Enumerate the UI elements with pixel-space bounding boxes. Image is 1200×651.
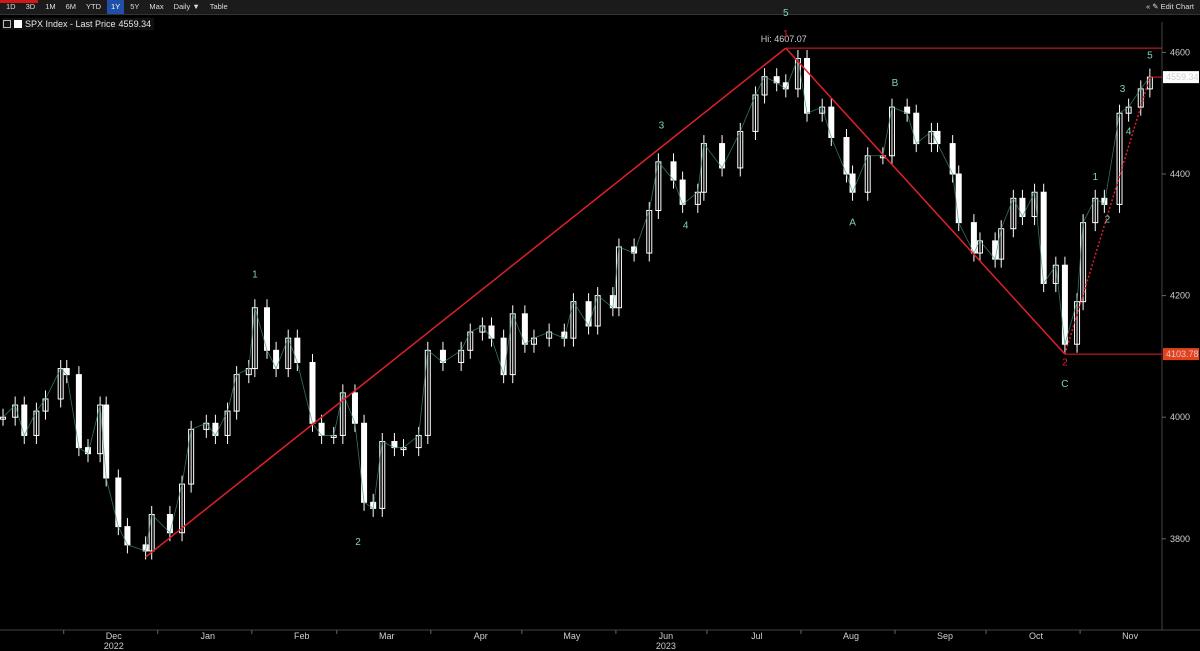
price-line bbox=[2, 57, 1151, 552]
x-tick-label: Jun bbox=[659, 631, 674, 641]
wave-label: C bbox=[1061, 379, 1068, 390]
wave-label: B bbox=[892, 78, 899, 89]
candle-body bbox=[309, 361, 316, 424]
y-tick-label: 4400 bbox=[1170, 169, 1190, 179]
candle-body bbox=[585, 301, 592, 327]
x-tick-label: Oct bbox=[1029, 631, 1044, 641]
x-tick-label: Sep bbox=[937, 631, 953, 641]
wave-label: 4 bbox=[1126, 126, 1132, 137]
legend-value: 4559.34 bbox=[118, 19, 152, 29]
range-button-1d[interactable]: 1D bbox=[6, 2, 16, 11]
wave-label: 1 bbox=[783, 29, 789, 40]
trend-line-support bbox=[145, 47, 787, 558]
x-tick-label: May bbox=[563, 631, 581, 641]
wave-label: 3 bbox=[1120, 84, 1126, 95]
y-tick-label: 3800 bbox=[1170, 534, 1190, 544]
wave-label: 1 bbox=[252, 269, 258, 280]
x-tick-year: 2023 bbox=[656, 641, 676, 651]
toolbar: 1D 3D 1M 6M YTD 1Y 5Y Max Daily ▼ Table « ✎ Edit … bbox=[0, 0, 1200, 15]
candle-body bbox=[843, 137, 850, 175]
y-tick-label: 4000 bbox=[1170, 412, 1190, 422]
candle-body bbox=[849, 173, 856, 193]
wave-label: 1 bbox=[1092, 172, 1098, 183]
x-tick-label: Feb bbox=[294, 631, 310, 641]
price-tag-label: 4103.78 bbox=[1166, 349, 1199, 359]
wave-label: 2 bbox=[1105, 215, 1111, 226]
range-button-ytd[interactable]: YTD bbox=[86, 2, 102, 11]
range-button-3d[interactable]: 3D bbox=[25, 2, 36, 11]
high-label: Hi: 4607.07 bbox=[761, 34, 807, 44]
range-buttons: 1D 3D 1M 6M YTD 1Y 5Y Max Daily ▼ Table bbox=[2, 0, 232, 14]
interval-dropdown[interactable]: Daily ▼ bbox=[173, 2, 200, 11]
legend-swatch bbox=[14, 20, 22, 28]
range-button-1y[interactable]: 1Y bbox=[107, 0, 125, 14]
legend-label: SPX Index - Last Price bbox=[25, 19, 116, 29]
brand-accent-bar bbox=[0, 0, 38, 3]
price-tag bbox=[1163, 71, 1199, 84]
table-button[interactable]: Table bbox=[209, 2, 228, 11]
candle-body bbox=[166, 513, 173, 534]
x-tick-label: Nov bbox=[1122, 631, 1139, 641]
candle-body bbox=[949, 143, 956, 175]
x-tick-label: Apr bbox=[474, 631, 488, 641]
range-button-6m[interactable]: 6M bbox=[65, 2, 77, 11]
y-tick-label: 4200 bbox=[1170, 291, 1190, 301]
candle-body bbox=[955, 173, 962, 224]
candle-body bbox=[103, 404, 110, 479]
candle-body bbox=[63, 368, 70, 376]
candle-body bbox=[934, 130, 941, 145]
x-tick-label: Dec bbox=[106, 631, 123, 641]
wave-label: 5 bbox=[783, 8, 789, 19]
wave-label: A bbox=[849, 218, 856, 229]
wave-label: 2 bbox=[355, 537, 361, 548]
edit-chart-button[interactable]: « ✎ Edit Chart bbox=[1146, 2, 1194, 11]
range-button-5y[interactable]: 5Y bbox=[130, 2, 140, 11]
x-tick-label: Jan bbox=[201, 631, 216, 641]
x-tick-label: Mar bbox=[379, 631, 395, 641]
x-tick-year: 2022 bbox=[104, 641, 124, 651]
range-button-1m[interactable]: 1M bbox=[45, 2, 56, 11]
x-tick-label: Jul bbox=[751, 631, 763, 641]
candle-body bbox=[670, 161, 677, 181]
x-tick-label: Aug bbox=[843, 631, 859, 641]
range-button-max[interactable]: Max bbox=[149, 2, 164, 11]
wave-label: 2 bbox=[1062, 358, 1068, 369]
y-tick-label: 4600 bbox=[1170, 47, 1190, 57]
wave-label: 4 bbox=[683, 221, 689, 232]
candle-body bbox=[970, 222, 977, 254]
price-tag bbox=[1163, 348, 1199, 361]
legend: SPX Index - Last Price 4559.34 bbox=[2, 18, 155, 30]
legend-checkbox[interactable] bbox=[3, 20, 11, 28]
wave-label: 3 bbox=[659, 120, 665, 131]
wave-label: 5 bbox=[1147, 50, 1153, 61]
price-tag-label: 4559.34 bbox=[1166, 72, 1199, 82]
trend-line-rise bbox=[1064, 76, 1151, 355]
trend-line-decline bbox=[785, 47, 1066, 355]
